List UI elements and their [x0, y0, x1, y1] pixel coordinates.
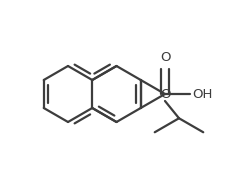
Text: O: O — [161, 51, 171, 64]
Text: O: O — [161, 89, 171, 102]
Text: OH: OH — [192, 88, 213, 100]
